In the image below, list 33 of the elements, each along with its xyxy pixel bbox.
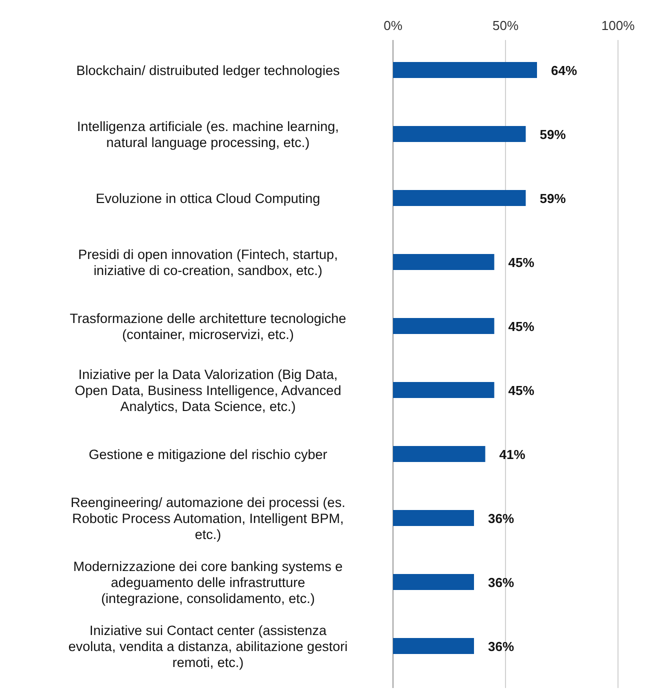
bar [393,510,474,526]
y-tick-label: Presidi di open innovation (Fintech, startup, iniziative di co-creation, sandbox, etc.) [78,247,338,278]
bar [393,638,474,654]
bar [393,382,494,398]
y-tick-label: Gestione e mitigazione del rischio cyber [88,447,328,462]
bar [393,574,474,590]
data-label: 41% [499,447,526,462]
data-label: 45% [508,383,535,398]
x-tick-label: 100% [601,18,636,33]
bar [393,62,537,78]
bar [393,318,494,334]
bar [393,446,486,462]
bar [393,254,494,270]
y-tick-label: Reengineering/ automazione dei processi (es. Robotic Process Automation, Intelligent BPM, etc.) [70,495,346,542]
y-tick-label: Iniziative per la Data Valorization (Big Data, Open Data, Business Intelligence, Advanced Analytics, Data Science, etc.) [74,367,342,414]
x-tick-label: 50% [492,18,519,33]
data-label: 59% [540,191,566,206]
data-label: 45% [508,255,535,270]
y-tick-label: Evoluzione in ottica Cloud Computing [96,191,320,206]
y-tick-label: Trasformazione delle architetture tecnologiche (container, microservizi, etc.) [70,311,346,342]
bar [393,126,526,142]
data-label: 36% [488,575,514,590]
bar [393,190,526,206]
x-tick-label: 0% [384,18,403,33]
data-label: 64% [551,63,578,78]
y-tick-label: Iniziative sui Contact center (assistenza evoluta, vendita a distanza, abilitazione gestori remoti, etc.) [68,623,348,670]
data-label: 59% [540,127,566,142]
y-tick-label: Modernizzazione dei core banking systems e adeguamento delle infrastrutture (integrazione, consolidamento, etc.) [73,559,343,606]
data-label: 36% [488,639,514,654]
data-label: 45% [508,319,535,334]
y-tick-label: Blockchain/ distruibuted ledger technologies [76,63,340,78]
data-label: 36% [488,511,514,526]
y-tick-label: Intelligenza artificiale (es. machine learning, natural language processing, etc.) [77,119,339,150]
